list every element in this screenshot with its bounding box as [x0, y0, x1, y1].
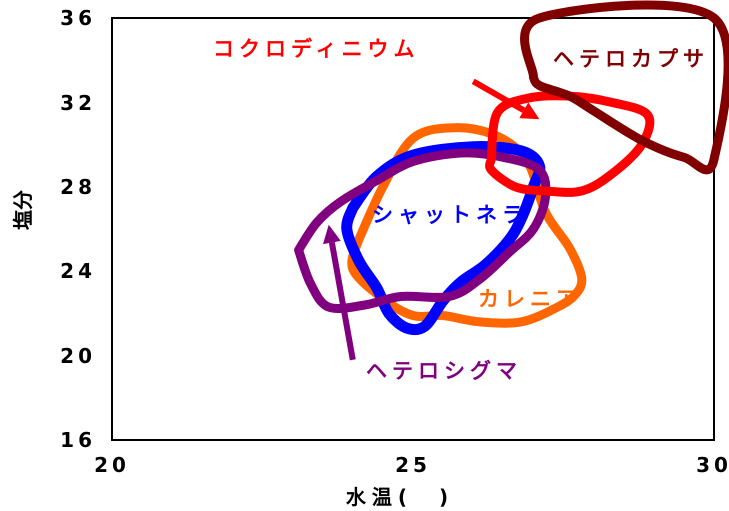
- y-axis-label: 塩分: [11, 190, 35, 230]
- region-outline-0: [347, 123, 587, 328]
- region-outline-1: [341, 141, 546, 336]
- annotation-arrow-shaft-0: [471, 78, 526, 113]
- y-tick-label: 24: [60, 259, 96, 283]
- annotation-arrows: [323, 78, 540, 361]
- label-karenia: カレニア: [478, 287, 582, 311]
- x-tick-label: 20: [94, 453, 130, 477]
- y-tick-label: 36: [60, 6, 96, 30]
- y-tick-label: 20: [60, 344, 96, 368]
- x-axis-label: 水温( ): [346, 485, 454, 509]
- region-labels: コクロディニウム ヘテロカプサ シャットネラ カレニア ヘテロシグマ: [213, 37, 709, 383]
- x-tick-label: 25: [395, 453, 431, 477]
- annotation-arrow-head-4: [323, 224, 341, 245]
- region-outline-2: [294, 148, 551, 313]
- y-axis-ticks: 16 20 24 28 32 36: [60, 6, 96, 452]
- y-tick-label: 32: [60, 91, 96, 115]
- label-heterocapsa: ヘテロカプサ: [553, 47, 709, 71]
- x-tick-label: 30: [696, 453, 729, 477]
- label-chattonella: シャットネラ: [372, 203, 528, 227]
- region-outline-4: [520, 0, 729, 175]
- plot-frame: [111, 17, 715, 441]
- annotation-arrow-head-0: [519, 102, 540, 120]
- label-heterosigma: ヘテロシグマ: [366, 359, 522, 383]
- region-outlines: [294, 0, 729, 336]
- y-tick-label: 28: [60, 175, 96, 199]
- annotation-arrow-shaft-4: [328, 241, 356, 361]
- label-cochlodinium: コクロディニウム: [213, 37, 420, 61]
- x-axis-ticks: 20 25 30: [94, 453, 729, 477]
- y-tick-label: 16: [60, 428, 96, 452]
